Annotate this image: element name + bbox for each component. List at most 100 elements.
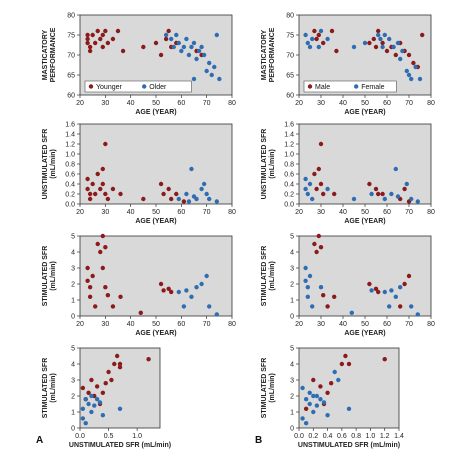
data-point [380, 40, 385, 46]
data-point [174, 191, 179, 197]
data-point [367, 181, 372, 187]
y-axis-label-line: (mL/min) [50, 261, 57, 291]
legend: Male Female [303, 80, 397, 93]
data-point [325, 186, 330, 192]
y-tick-label: 0.4 [284, 182, 294, 189]
data-point [404, 68, 409, 74]
y-axis-label-line: UNSTIMULATED SFR [42, 129, 49, 200]
y-tick-label: 3 [290, 266, 294, 273]
legend-label: Female [361, 84, 384, 91]
x-tick-label: 80 [427, 209, 435, 216]
series-younger [85, 233, 174, 315]
data-point [311, 393, 316, 399]
series-male [303, 353, 387, 411]
x-tick-label: 80 [228, 321, 236, 328]
data-point [307, 390, 312, 395]
y-axis-label: STIMULATED SFR(mL/min) [42, 358, 57, 419]
x-tick-label: 80 [228, 209, 236, 216]
data-point [339, 361, 345, 367]
data-point [158, 181, 164, 187]
data-point [318, 141, 324, 147]
legend-marker [142, 84, 147, 89]
x-tick-label: 50 [152, 209, 160, 216]
data-point [325, 390, 330, 395]
y-tick-label: 0.0 [65, 202, 75, 209]
y-axis-label-line: (mL/min) [269, 261, 276, 291]
data-point [415, 199, 420, 204]
panel-letter-b: B [255, 435, 262, 446]
data-point [138, 310, 143, 315]
data-point [189, 294, 194, 299]
data-point [395, 40, 401, 46]
data-point [351, 44, 357, 50]
data-point [318, 181, 324, 187]
series-younger [85, 28, 204, 58]
data-point [90, 273, 95, 279]
plot-area [79, 235, 233, 317]
data-point [303, 406, 309, 411]
x-axis-label: AGE (YEAR) [135, 109, 176, 116]
data-point [87, 191, 93, 197]
y-tick-label: 2 [71, 282, 75, 289]
y-axis-label-line: STIMULATED SFR [261, 358, 268, 419]
x-tick-label: 40 [127, 321, 135, 328]
data-point [141, 44, 146, 50]
data-point [118, 191, 123, 197]
data-point [100, 265, 106, 271]
y-axis-label-line: PERFORMANCE [50, 27, 57, 82]
data-point [420, 32, 425, 38]
data-point [314, 186, 319, 192]
data-point [115, 28, 121, 34]
series-younger [85, 141, 187, 204]
chart-b-perf: 20 30 40 50 60 70 80 60 65 70 75 80 AGE (YEAR) MASTIC… [261, 13, 435, 117]
data-point [314, 36, 319, 42]
legend-label: Male [315, 84, 330, 91]
data-point [300, 385, 305, 391]
x-tick-label: 20 [295, 321, 303, 328]
data-point [303, 278, 308, 283]
data-point [105, 196, 111, 202]
x-tick-label: 30 [101, 321, 109, 328]
y-tick-label: 70 [67, 53, 75, 60]
x-tick-label: 50 [152, 100, 160, 107]
data-point [321, 400, 327, 405]
x-axis-label: AGE (YEAR) [344, 330, 385, 337]
data-point [321, 40, 326, 46]
data-point [93, 304, 98, 309]
data-point [80, 385, 86, 391]
chart-b-stim: 20 30 40 50 60 70 80 0 1 2 3 4 5 AGE (YEAR) STIMULATED… [261, 234, 435, 338]
y-tick-label: 80 [67, 13, 75, 20]
data-point [346, 361, 352, 367]
y-tick-label: 4 [71, 362, 75, 369]
data-point [321, 293, 326, 298]
y-tick-label: 5 [290, 346, 294, 353]
data-point [409, 196, 414, 202]
data-point [310, 196, 315, 202]
data-point [169, 196, 174, 202]
data-point [117, 406, 123, 411]
data-point [382, 357, 387, 362]
legend-box [303, 80, 397, 93]
y-tick-label: 2 [290, 282, 294, 289]
data-point [103, 245, 108, 250]
x-tick-label: 1.2 [380, 433, 390, 440]
data-point [362, 40, 368, 46]
data-point [343, 353, 348, 359]
data-point [85, 186, 90, 192]
data-point [85, 278, 90, 283]
data-point [103, 191, 108, 197]
data-point [98, 186, 103, 192]
y-axis-label: STIMULATED SFR(mL/min) [42, 246, 57, 307]
data-point [384, 48, 390, 54]
data-point [103, 381, 108, 386]
y-tick-label: 0.2 [284, 192, 294, 199]
data-point [161, 191, 166, 197]
y-tick-label: 0.0 [284, 202, 294, 209]
data-point [300, 416, 305, 421]
y-axis-label-line: STIMULATED SFR [261, 246, 268, 307]
y-axis-label-line: (mL/min) [50, 149, 57, 179]
series-older [176, 273, 219, 317]
data-point [194, 56, 199, 62]
data-point [209, 72, 214, 78]
